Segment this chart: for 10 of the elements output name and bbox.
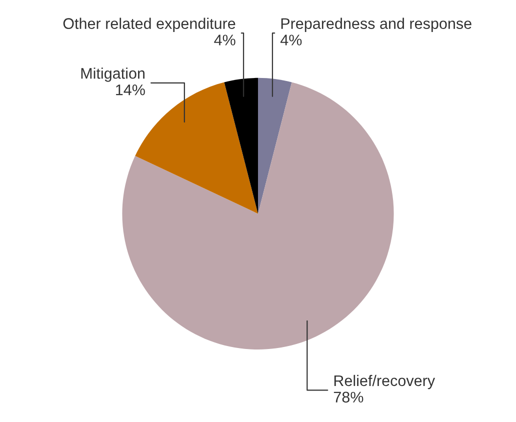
slice-label: Mitigation — [81, 68, 144, 82]
slice-label: Preparedness and response — [281, 18, 472, 32]
data-label: 4% — [280, 34, 302, 46]
data-label: 14% — [116, 84, 145, 96]
pie-slice — [258, 78, 292, 214]
data-label: 78% — [334, 392, 364, 403]
slice-label: Other related expenditure — [63, 18, 236, 32]
data-label: 4% — [214, 34, 236, 46]
pie-slice — [224, 78, 258, 214]
slice-label: Relief/recovery — [334, 374, 436, 390]
